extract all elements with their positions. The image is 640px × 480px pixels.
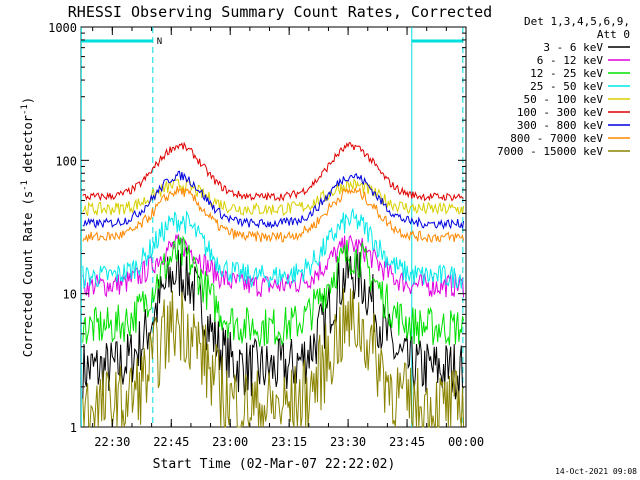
legend-label: 12 - 25 keV xyxy=(530,67,603,80)
legend-header-line-1: Det 1,3,4,5,6,9, xyxy=(524,15,630,28)
y-tick-label: 1 xyxy=(70,421,77,435)
chart-title: RHESSI Observing Summary Count Rates, Co… xyxy=(68,3,492,21)
x-tick-label: 23:30 xyxy=(330,435,366,449)
x-tick-label: 23:15 xyxy=(271,435,307,449)
series-line-300-800-kev xyxy=(82,170,465,230)
x-axis: 22:30 22:45 23:00 23:15 23:30 23:45 00:00 xyxy=(92,27,484,449)
series-line-50-100-kev xyxy=(82,177,465,217)
legend-label: 7000 - 15000 keV xyxy=(497,145,603,158)
series-line-25-50-kev xyxy=(82,208,464,290)
series-lines xyxy=(82,141,465,429)
y-axis-label: Corrected Count Rate (s-1 detector-1) xyxy=(20,97,35,357)
x-tick-label: 23:00 xyxy=(212,435,248,449)
x-tick-label: 22:30 xyxy=(94,435,130,449)
night-flag-label: N xyxy=(157,37,162,47)
series-line-100-300-kev xyxy=(82,141,464,202)
y-axis: 1 10 100 1000 xyxy=(48,21,466,435)
series-line-7000-15000-kev xyxy=(82,288,465,429)
legend-label: 100 - 300 keV xyxy=(517,106,603,119)
y-tick-label: 1000 xyxy=(48,21,77,35)
legend-label: 50 - 100 keV xyxy=(524,93,604,106)
x-tick-label: 00:00 xyxy=(448,435,484,449)
x-tick-label: 23:45 xyxy=(389,435,425,449)
series-line-3-6-kev xyxy=(82,245,465,400)
series-line-6-12-kev xyxy=(82,234,465,298)
y-tick-label: 10 xyxy=(63,288,77,302)
plot-area: N xyxy=(80,26,467,429)
render-timestamp: 14-Oct-2021 09:08 xyxy=(555,467,637,476)
series-line-800-7000-kev xyxy=(82,186,465,244)
series-line-12-25-kev xyxy=(82,235,465,347)
legend-label: 800 - 7000 keV xyxy=(510,132,603,145)
legend-label: 3 - 6 keV xyxy=(543,41,603,54)
x-axis-label: Start Time (02-Mar-07 22:22:02) xyxy=(153,457,396,472)
y-tick-label: 100 xyxy=(55,154,77,168)
legend-label: 25 - 50 keV xyxy=(530,80,603,93)
x-tick-label: 22:45 xyxy=(153,435,189,449)
legend-header-line-2: Att 0 xyxy=(597,28,630,41)
legend-label: 300 - 800 keV xyxy=(517,119,603,132)
legend-label: 6 - 12 keV xyxy=(537,54,604,67)
